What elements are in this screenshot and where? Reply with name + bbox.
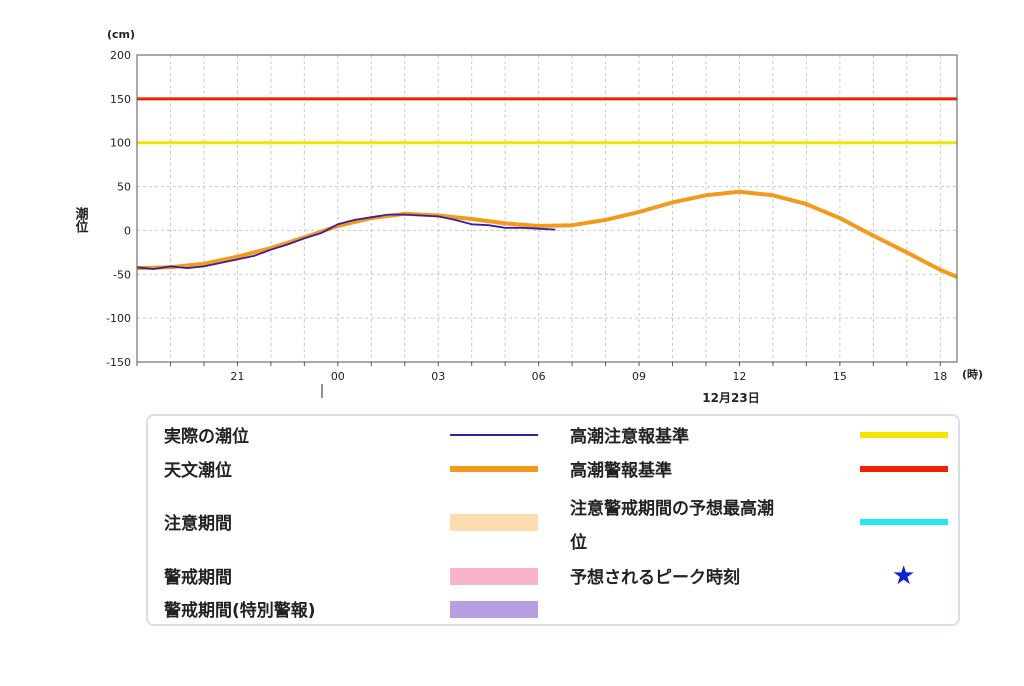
y-tick-label: -150 [106,356,131,369]
legend-swatch [860,519,948,525]
legend-swatch [860,432,948,438]
threshold-lines [137,97,957,145]
date-label: 12月23日 [702,391,759,405]
star-icon: ★ [892,561,916,591]
legend-label: 警戒期間 [164,568,232,588]
y-tick-label: 150 [110,93,131,106]
y-tick-label: 200 [110,49,131,62]
tide-chart: 200 150 100 50 0 -50 -100 -150 21 00 03 06 09 12 15 18… [73,28,984,405]
legend-label: 予想されるピーク時刻 [570,568,740,588]
x-tick-label: 21 [230,370,244,383]
y-tick-label: 50 [117,181,131,194]
x-tick-label: 03 [431,370,445,383]
x-tick-label: 06 [532,370,546,383]
legend-swatch [450,568,538,585]
legend-label: 実際の潮位 [164,427,249,447]
y-tick-label: -100 [106,312,131,325]
legend-label: 注意警戒期間の予想最高潮 位 [570,499,774,553]
legend-label: 高潮警報基準 [570,461,672,481]
y-tick-labels: 200 150 100 50 0 -50 -100 -150 [106,49,131,369]
x-tick-label: 12 [732,370,746,383]
grid-lines [136,54,957,366]
x-tick-label: 09 [632,370,646,383]
y-tick-label: 0 [124,224,131,237]
series-line [136,213,556,270]
legend-swatch [450,514,538,531]
series-line [136,189,958,279]
x-tick-labels: 21 00 03 06 09 12 15 18 [230,370,947,383]
legend-label: 高潮注意報基準 [570,427,689,447]
legend-swatch [450,434,538,436]
legend-swatch [860,466,948,472]
x-tick-label: 00 [331,370,345,383]
x-unit-label: (時) [962,367,983,381]
legend-swatch [450,466,538,472]
legend-box: 実際の潮位天文潮位注意期間警戒期間警戒期間(特別警報) 高潮注意報基準 高潮警報基準… [146,414,960,626]
y-unit-label: (cm) [107,28,135,41]
legend-label: 注意期間 [164,514,232,534]
y-axis-title: 潮位 [73,206,89,234]
y-tick-label: 100 [110,137,131,150]
x-tick-label: 15 [833,370,847,383]
y-tick-label: -50 [113,268,131,281]
legend-label: 天文潮位 [164,461,232,481]
series-lines [136,189,958,279]
x-tick-label: 18 [933,370,947,383]
legend-label: 警戒期間(特別警報) [164,601,316,621]
legend-swatch [450,601,538,618]
plot-frame [136,54,958,363]
